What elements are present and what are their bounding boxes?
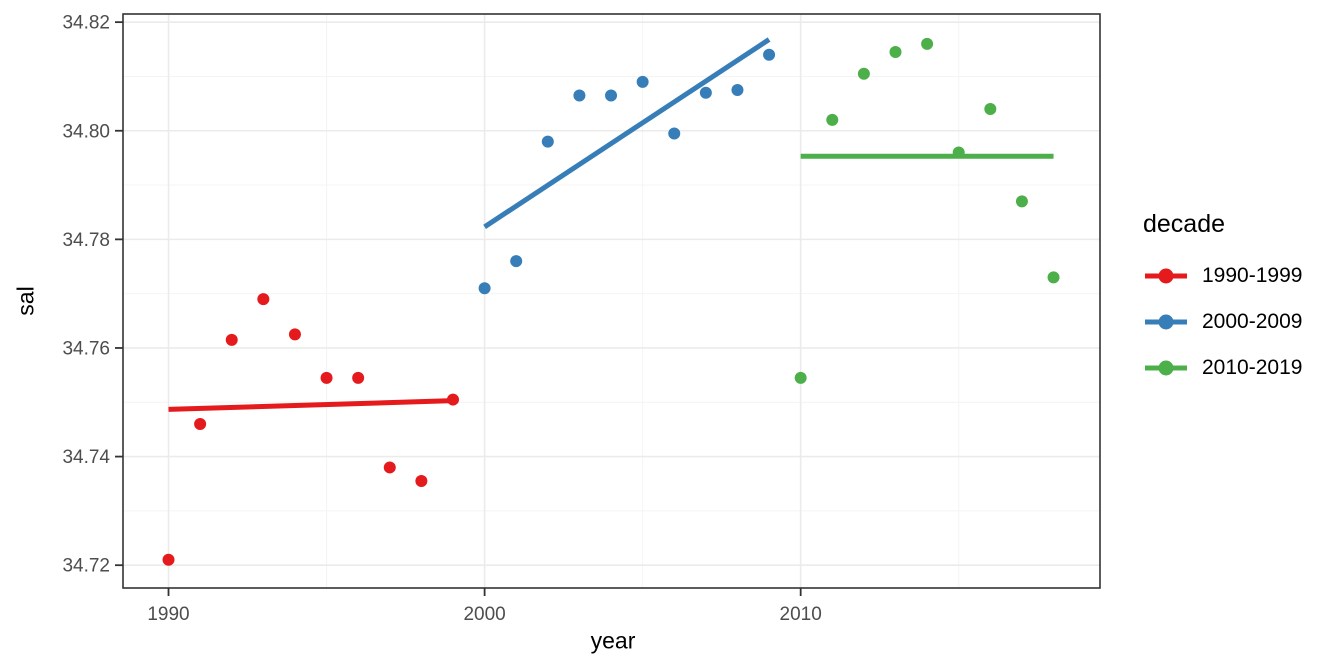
data-point [794,371,807,384]
data-point [952,146,965,159]
data-point [857,67,870,80]
panel-border [122,13,1101,589]
data-point [162,553,175,566]
data-point [288,328,301,341]
data-point [731,84,744,97]
data-point [225,333,238,346]
data-point [763,48,776,61]
trend-line [483,37,771,229]
x-axis-title: year [590,627,636,654]
data-point [510,255,523,268]
data-point [699,86,712,99]
legend: decade 1990-1999 2000-2009 2010-2019 [1143,210,1302,391]
data-point [573,89,586,102]
legend-label: 1990-1999 [1202,264,1303,287]
legend-title: decade [1143,210,1226,238]
data-point [478,282,491,295]
legend-entry-1990s: 1990-1999 [1143,253,1302,299]
legend-entry-2010s: 2010-2019 [1143,345,1302,391]
data-point [1015,195,1028,208]
data-point [826,113,839,126]
y-axis-tick-label: 34.82 [62,13,110,34]
y-axis-tick-label: 34.78 [62,230,110,251]
legend-label: 2000-2009 [1202,310,1303,333]
y-axis-title: sal [12,286,39,316]
data-point [605,89,618,102]
legend-label: 2010-2019 [1202,356,1303,379]
data-point [320,371,333,384]
data-point [194,418,207,430]
data-point [1047,271,1060,284]
data-point [541,135,554,148]
y-axis-tick-label: 34.74 [62,447,110,468]
trend-line [168,398,454,412]
x-axis-tick-label: 1990 [147,604,189,625]
y-axis-tick-label: 34.76 [62,338,110,359]
data-point [257,293,270,306]
data-point [383,461,396,474]
x-axis-tick-label: 2010 [780,604,822,625]
y-axis-tick-label: 34.72 [62,556,110,577]
legend-key-line-point-icon [1145,360,1187,376]
legend-key-line-point-icon [1145,314,1187,330]
data-point [636,75,649,88]
panel-background [123,14,1100,588]
data-point [984,103,997,116]
data-point [889,46,902,59]
x-axis-tick-label: 2000 [463,604,505,625]
data-point [446,393,459,406]
data-point [352,371,365,384]
y-axis-tick-label: 34.80 [62,121,110,142]
data-point [921,37,934,50]
legend-entry-2000s: 2000-2009 [1143,299,1302,345]
legend-key-line-point-icon [1145,268,1187,284]
data-point [668,127,681,140]
data-point [415,475,428,488]
